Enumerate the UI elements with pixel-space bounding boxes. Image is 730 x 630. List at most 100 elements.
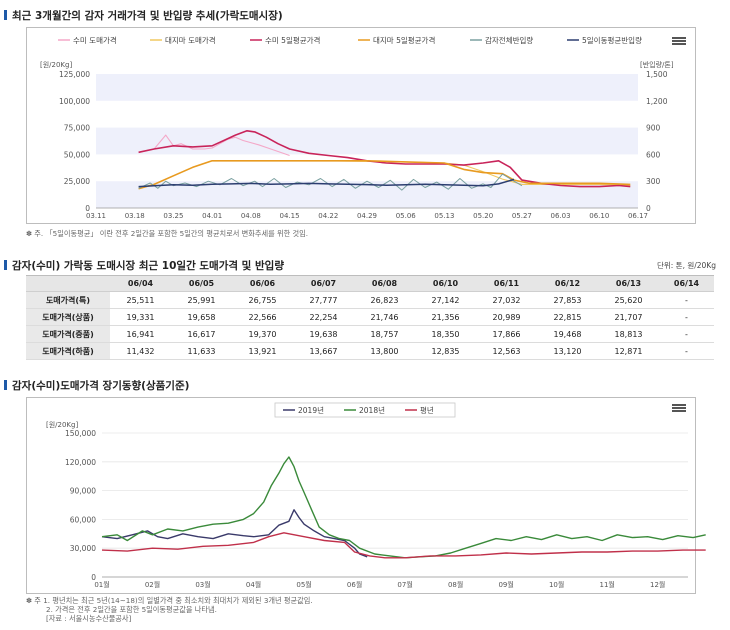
chart1-x-tick-label: 05.20	[473, 212, 493, 220]
table-cell: 21,356	[415, 308, 476, 326]
chart2-x-tick-label: 11월	[599, 580, 614, 589]
chart1-series-line	[138, 173, 523, 191]
table-cell: 19,331	[110, 308, 171, 326]
table-header-date: 06/10	[415, 275, 476, 292]
table-header-corner	[26, 275, 110, 292]
table-row: 도매가격(하품) 11,432 11,633 13,921 13,667 13,800 12…	[26, 342, 714, 360]
chart1-series-line	[138, 178, 515, 188]
chart2-series-line	[101, 456, 706, 559]
table-cell: 18,813	[598, 325, 659, 343]
table-cell: 21,707	[598, 308, 659, 326]
chart1-y2-tick-label: 300	[646, 177, 661, 186]
table-cell: 25,991	[171, 291, 232, 309]
table-cell: 11,633	[171, 342, 232, 360]
table-row-label: 도매가격(하품)	[26, 342, 110, 360]
table-cell: 20,989	[476, 308, 537, 326]
table-row: 도매가격(상품) 19,331 19,658 22,566 22,254 21,746 21…	[26, 308, 714, 326]
table-cell: 16,941	[110, 325, 171, 343]
chart1-band	[96, 127, 638, 155]
chart2-menu-icon[interactable]	[672, 404, 686, 412]
chart1-y-tick-label: 0	[85, 204, 90, 213]
table-cell: 26,755	[232, 291, 293, 309]
chart1-legend-label: 수미 5일평균가격	[265, 35, 320, 45]
chart2-x-tick-label: 04월	[246, 580, 261, 589]
table-cell: 22,815	[537, 308, 598, 326]
table-cell: 13,120	[537, 342, 598, 360]
chart1-y2-tick-label: 0	[646, 204, 651, 213]
table-row-label: 도매가격(상품)	[26, 308, 110, 326]
table-cell: 27,032	[476, 291, 537, 309]
chart2-plot: 0 30,000 60,000 90,000 120,000 150,000 01월 02월 0…	[46, 402, 706, 589]
chart1-y-tick-label: 75,000	[64, 124, 90, 133]
chart1-x-tick-label: 06.03	[551, 212, 571, 220]
chart1-legend-label: 감자전체반입량	[485, 35, 533, 45]
chart1-y2-tick-label: 900	[646, 124, 661, 133]
chart1-y2-tick-label: 1,200	[646, 97, 668, 106]
chart2-x-tick-label: 06월	[347, 580, 362, 589]
chart1-title-text: 최근 3개월간의 감자 거래가격 및 반입량 추세(가락도매시장)	[12, 10, 283, 22]
chart2-title-text: 감자(수미)도매가격 장기동향(상품기준)	[12, 380, 190, 392]
chart1-x-tick-label: 06.17	[628, 212, 648, 220]
chart2-section-title: 감자(수미)도매가격 장기동향(상품기준)	[4, 378, 189, 393]
table-header-date: 06/04	[110, 275, 171, 292]
table-cell: 19,370	[232, 325, 293, 343]
chart1-y-tick-label: 100,000	[59, 97, 90, 106]
table-cell: 22,566	[232, 308, 293, 326]
chart1-x-tick-label: 04.22	[318, 212, 338, 220]
chart2-y-tick-label: 0	[91, 573, 96, 582]
chart1-y-tick-label: 50,000	[64, 150, 90, 159]
chart1-y2-axis-label: [반입량/톤]	[640, 60, 674, 69]
chart2-footnote-3: [자료 : 서울시농수산물공사]	[46, 614, 132, 623]
table-cell: 12,835	[415, 342, 476, 360]
table-cell: 13,800	[354, 342, 415, 360]
table-cell: 22,254	[293, 308, 354, 326]
chart1-legend-label: 수미 도매가격	[73, 35, 117, 45]
chart1-y2-tick-label: 600	[646, 150, 661, 159]
table-unit-label: 단위: 톤, 원/20Kg	[656, 261, 716, 270]
chart1-x-tick-label: 06.10	[589, 212, 609, 220]
table-row-label: 도매가격(특)	[26, 291, 110, 309]
table-row: 도매가격(특) 25,511 25,991 26,755 27,777 26,823 27,…	[26, 291, 714, 309]
chart2-legend-label: 2019년	[298, 405, 324, 415]
chart1-plot: 0 25,000 50,000 75,000 100,000 125,000 0 300 600…	[40, 35, 674, 220]
chart1-y-tick-label: 125,000	[59, 70, 90, 79]
title-bar-icon	[4, 260, 7, 270]
table-row: 도매가격(중품) 16,941 16,617 19,370 19,638 18,757 18…	[26, 325, 714, 343]
table-header-date: 06/06	[232, 275, 293, 292]
table-section-title: 감자(수미) 가락동 도매시장 최근 10일간 도매가격 및 반입량	[4, 258, 284, 273]
chart2-x-tick-label: 12월	[650, 580, 665, 589]
chart1-x-tick-label: 05.06	[396, 212, 417, 220]
chart1-section-title: 최근 3개월간의 감자 거래가격 및 반입량 추세(가락도매시장)	[4, 8, 283, 23]
chart1-y2-tick-label: 1,500	[646, 70, 668, 79]
chart2-y-tick-label: 90,000	[70, 487, 96, 496]
table-cell: 27,777	[293, 291, 354, 309]
chart2-legend-label: 2018년	[359, 405, 385, 415]
chart2-series-line	[101, 532, 706, 559]
table-title-text: 감자(수미) 가락동 도매시장 최근 10일간 도매가격 및 반입량	[12, 260, 284, 272]
chart1-x-tick-label: 04.01	[202, 212, 222, 220]
table-cell: 16,617	[171, 325, 232, 343]
table-cell: 19,468	[537, 325, 598, 343]
chart2-x-tick-label: 03월	[195, 580, 210, 589]
chart2-x-tick-label: 10월	[549, 580, 564, 589]
table-header-date: 06/13	[598, 275, 659, 292]
chart1-series-line	[138, 160, 631, 190]
chart2-footnote-2: 2. 가격은 전후 2일간을 포함한 5일이동평균값을 나타냄.	[46, 605, 217, 614]
chart2-x-tick-label: 07월	[397, 580, 412, 589]
chart2-legend-label: 평년	[420, 405, 434, 415]
table-header-row: 06/04 06/05 06/06 06/07 06/08 06/10 06/11 06/12…	[26, 275, 714, 292]
table-cell: 25,511	[110, 291, 171, 309]
table-cell: 19,638	[293, 325, 354, 343]
chart1-x-tick-label: 05.13	[434, 212, 454, 220]
table-cell: 19,658	[171, 308, 232, 326]
table-cell: 18,757	[354, 325, 415, 343]
price-table: 06/04 06/05 06/06 06/07 06/08 06/10 06/11 06/12…	[26, 275, 714, 360]
chart1-y-tick-label: 25,000	[64, 177, 90, 186]
chart2-y-tick-label: 60,000	[70, 515, 96, 524]
table-cell: 27,853	[537, 291, 598, 309]
chart1-x-tick-label: 04.15	[280, 212, 300, 220]
table-cell: 25,620	[598, 291, 659, 309]
chart1-menu-icon[interactable]	[672, 37, 686, 45]
chart1-band	[96, 74, 638, 101]
chart1-legend-label: 5일이동평균반입량	[582, 35, 642, 45]
